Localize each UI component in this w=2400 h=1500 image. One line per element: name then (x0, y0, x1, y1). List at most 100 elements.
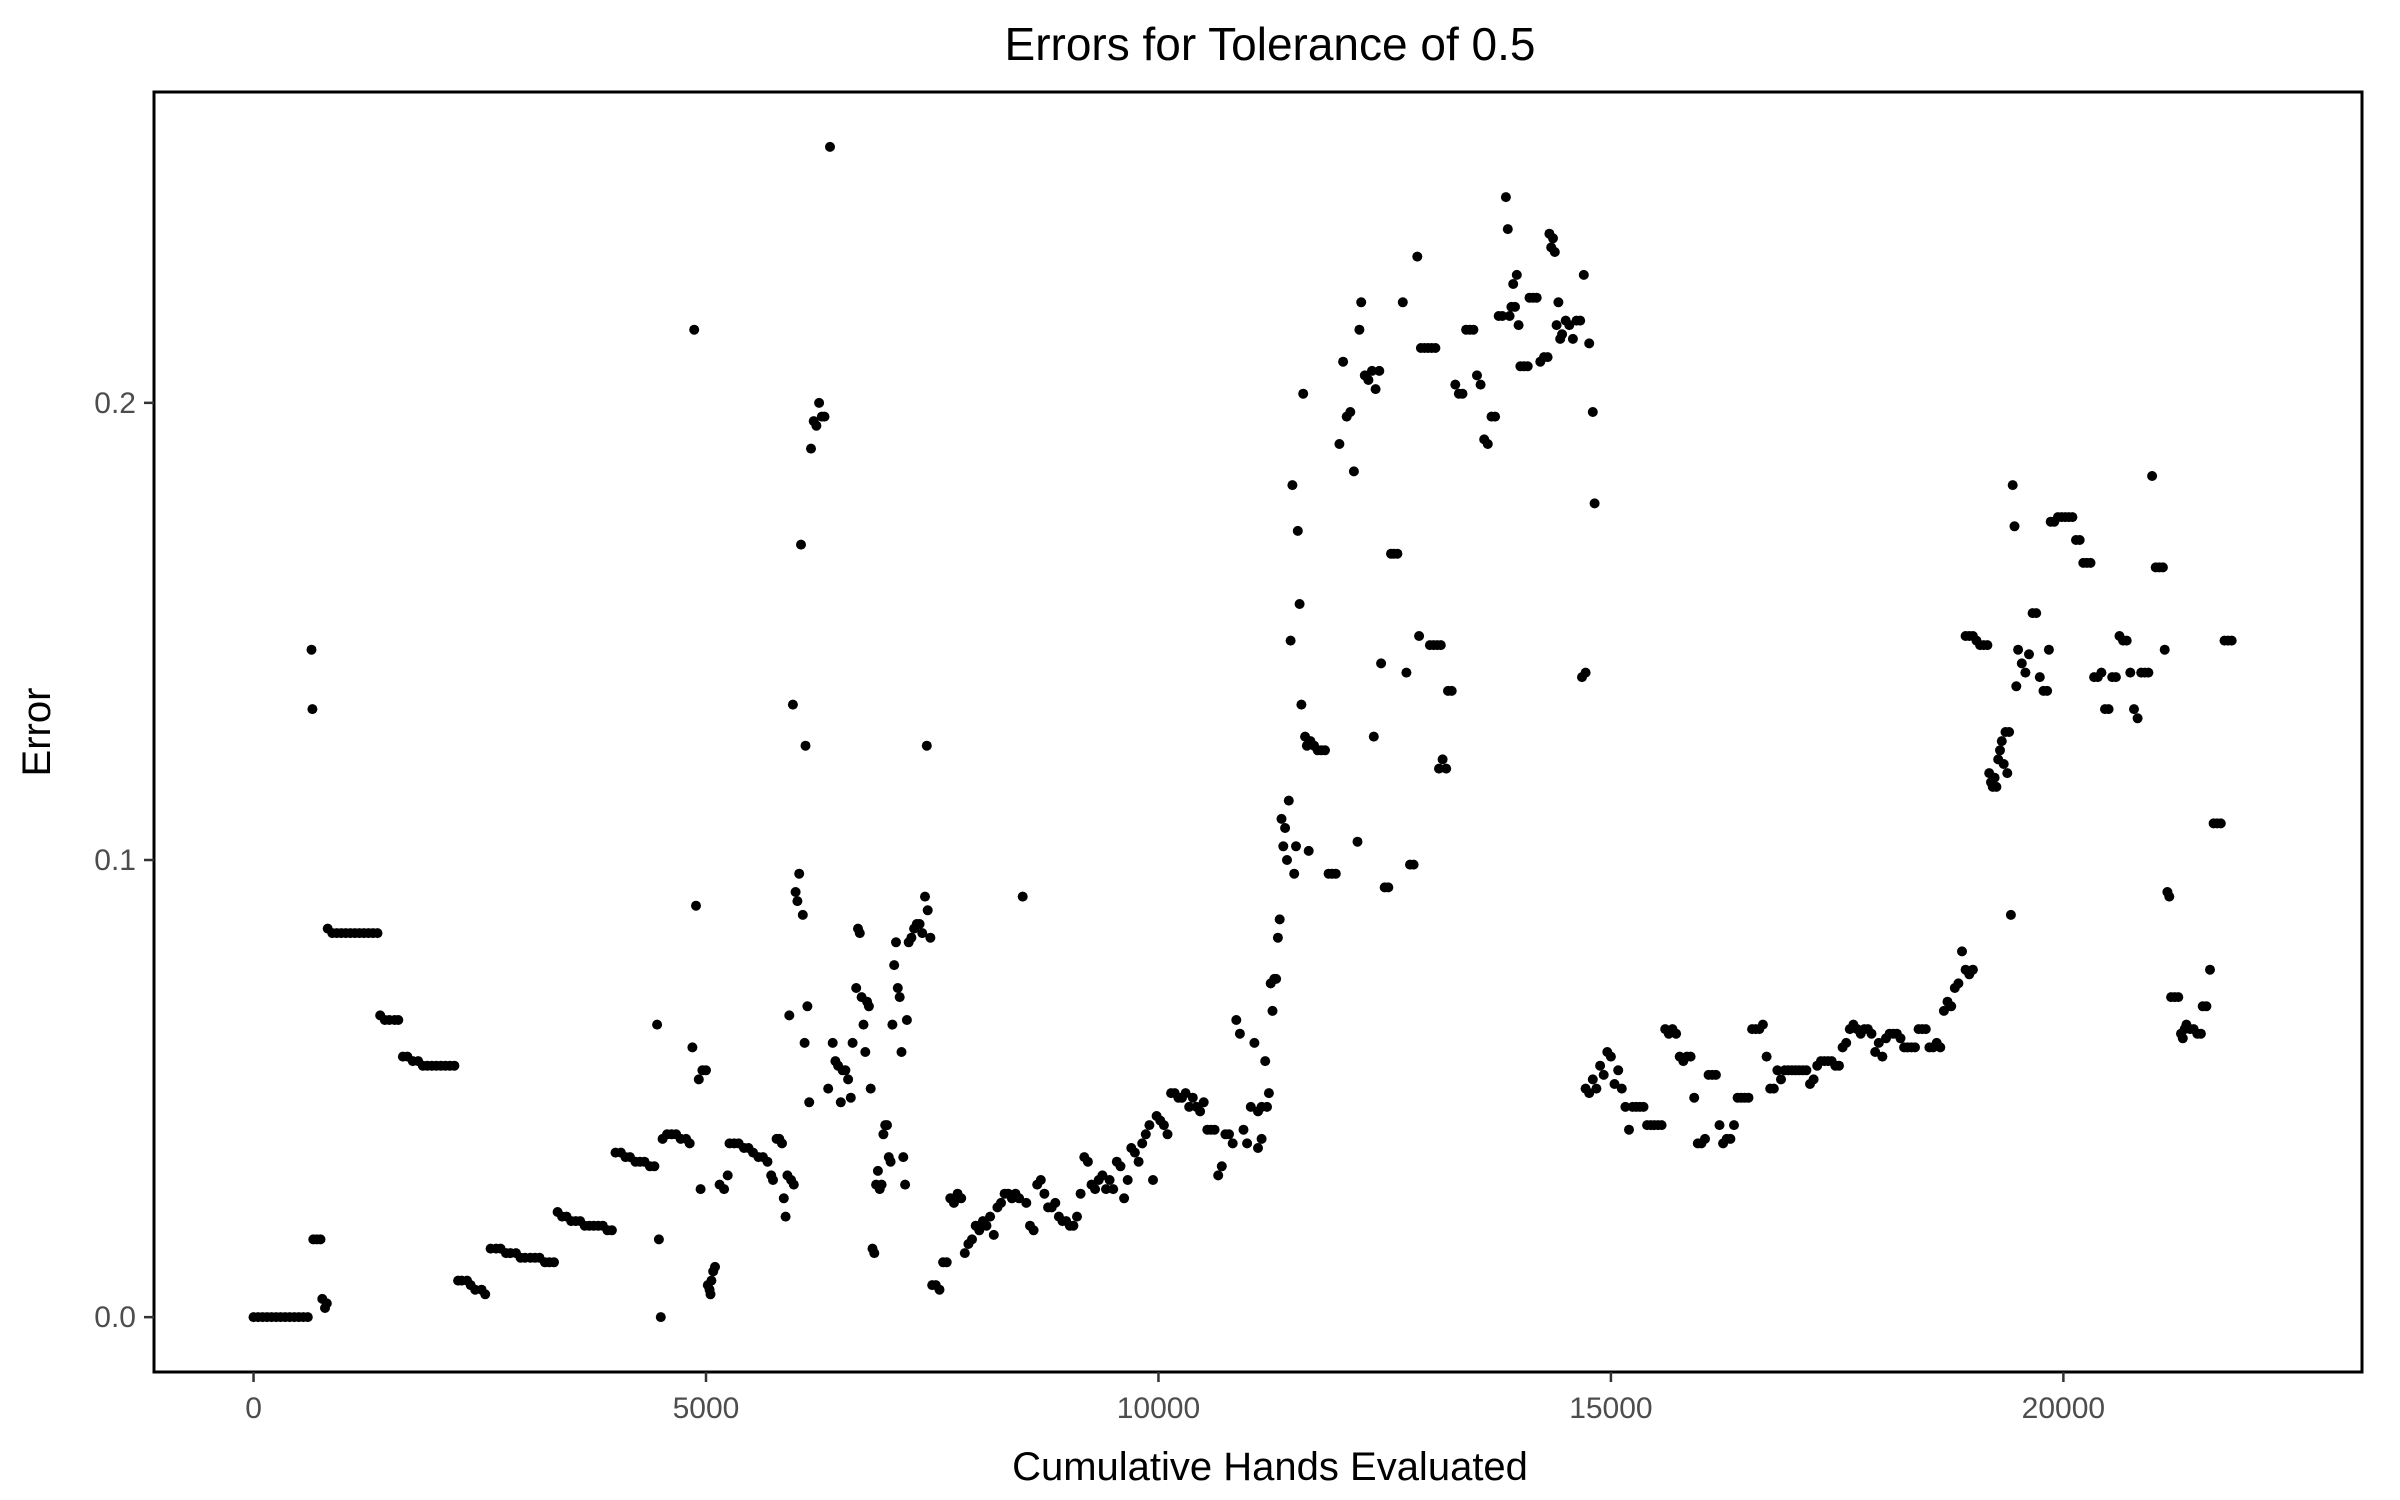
data-point (1743, 1092, 1754, 1103)
data-point (1616, 1083, 1627, 1094)
data-point (1457, 388, 1468, 399)
data-point (1609, 1079, 1620, 1089)
data-point (2004, 727, 2015, 737)
data-point (1263, 1088, 1274, 1099)
data-point (2043, 644, 2054, 655)
data-point (1104, 1175, 1115, 1185)
data-point (1256, 1133, 1267, 1144)
data-point (1245, 1101, 1256, 1112)
data-point (819, 411, 830, 422)
data-point (2157, 562, 2168, 573)
data-point (896, 1047, 907, 1057)
data-point (1490, 411, 1501, 422)
data-point (1472, 370, 1482, 381)
data-point (1624, 1124, 1634, 1135)
data-point (799, 1037, 810, 1048)
data-point (869, 1248, 880, 1259)
data-point (1710, 1069, 1721, 1080)
data-point (865, 1083, 876, 1094)
x-tick-label: 10000 (1117, 1392, 1200, 1425)
data-point (811, 420, 822, 431)
data-point (882, 1120, 892, 1131)
data-point (806, 443, 816, 454)
data-point (1866, 1028, 1877, 1039)
data-point (889, 960, 900, 971)
data-point (480, 1289, 491, 1300)
data-point (1213, 1170, 1224, 1181)
data-point (981, 1220, 992, 1231)
data-point (1991, 781, 2002, 792)
data-point (922, 905, 933, 916)
data-point (988, 1229, 999, 1240)
data-point (1320, 745, 1330, 756)
data-point (1216, 1161, 1227, 1172)
data-point (1144, 1120, 1155, 1131)
data-point (710, 1261, 720, 1272)
data-point (2042, 685, 2053, 696)
data-point (794, 868, 805, 879)
data-point (1101, 1184, 1111, 1195)
data-point (1595, 1060, 1606, 1071)
data-point (1895, 1033, 1906, 1044)
data-point (1392, 548, 1403, 559)
data-point (1383, 882, 1394, 893)
data-point (1374, 365, 1385, 376)
data-point (1039, 1188, 1050, 1199)
data-point (2177, 1033, 2188, 1044)
data-point (1412, 251, 1423, 262)
data-point (1920, 1024, 1931, 1035)
data-point (1108, 1184, 1119, 1195)
data-point (1414, 631, 1425, 641)
data-point (2074, 535, 2085, 545)
data-point (1367, 365, 1377, 376)
data-point (814, 397, 825, 408)
y-tick-label: 0.0 (94, 1301, 136, 1334)
data-point (1938, 1005, 1949, 1016)
data-point (652, 1019, 663, 1030)
data-point (1620, 1101, 1631, 1112)
data-point (1119, 1193, 1130, 1204)
data-point (1294, 599, 1305, 609)
data-point (1334, 439, 1345, 449)
data-point (1729, 1120, 1739, 1131)
data-point (917, 928, 928, 939)
data-point (863, 1001, 874, 1012)
data-point (1877, 1051, 1888, 1062)
data-point (1685, 1051, 1696, 1062)
data-points (248, 141, 2237, 1323)
x-tick-label: 5000 (673, 1392, 740, 1425)
data-point (1035, 1175, 1046, 1185)
data-point (653, 1234, 664, 1245)
x-axis: 0 5000 10000 15000 20000 (245, 1372, 2105, 1425)
data-point (549, 1257, 559, 1268)
data-point (1870, 1047, 1881, 1057)
data-point (307, 704, 318, 715)
data-point (705, 1289, 716, 1300)
x-tick-label: 20000 (2022, 1392, 2105, 1425)
data-point (689, 324, 700, 335)
data-point (1953, 978, 1964, 989)
data-point (1435, 640, 1446, 651)
data-point (887, 1019, 898, 1030)
y-tick-label: 0.2 (94, 387, 136, 420)
data-point (2215, 818, 2226, 829)
data-point (706, 1275, 717, 1286)
data-point (1910, 1042, 1920, 1053)
data-point (1761, 1051, 1772, 1062)
data-point (1591, 1083, 1602, 1094)
data-point (1967, 964, 1978, 975)
data-point (2201, 1001, 2212, 1012)
data-point (1841, 1037, 1852, 1048)
data-point (2159, 644, 2170, 655)
data-point (1557, 329, 1568, 340)
data-point (1446, 685, 1457, 696)
data-point (691, 900, 701, 911)
data-point (1296, 699, 1307, 710)
data-point (2226, 635, 2237, 646)
data-point (843, 1074, 854, 1085)
data-point (693, 1074, 704, 1085)
data-point (1068, 1220, 1079, 1231)
data-point (1510, 301, 1520, 312)
data-point (1298, 388, 1309, 399)
